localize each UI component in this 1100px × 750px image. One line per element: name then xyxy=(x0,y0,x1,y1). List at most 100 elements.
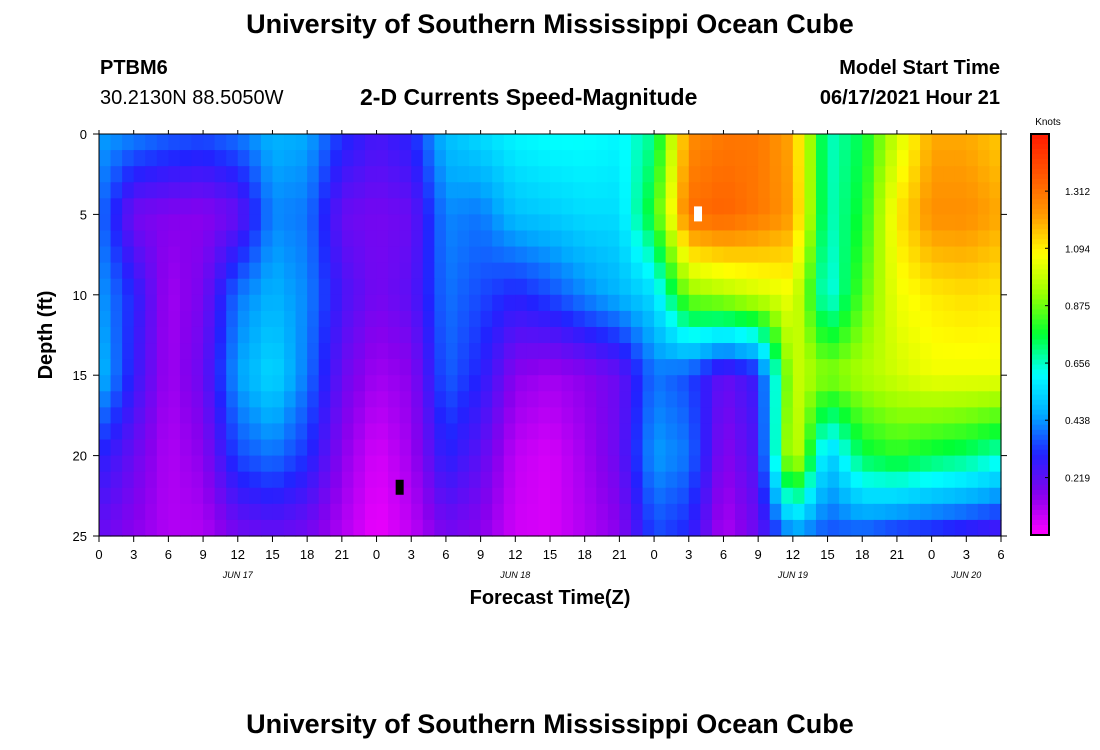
heatmap-cell xyxy=(295,246,308,264)
heatmap-cell xyxy=(295,134,308,151)
colorbar-swatch xyxy=(1031,229,1049,235)
heatmap-cell xyxy=(469,423,482,441)
heatmap-cell xyxy=(711,326,725,344)
heatmap-cell xyxy=(920,375,933,392)
heatmap-cell xyxy=(364,198,378,215)
heatmap-cell xyxy=(295,455,308,473)
heatmap-cell xyxy=(168,407,181,425)
heatmap-cell xyxy=(804,375,817,392)
heatmap-cell xyxy=(168,150,181,167)
heatmap-cell xyxy=(977,182,991,199)
heatmap-cell xyxy=(249,439,262,457)
heatmap-cell xyxy=(815,310,829,328)
heatmap-cell xyxy=(203,375,216,392)
heatmap-cell xyxy=(746,246,759,264)
heatmap-cell xyxy=(954,294,967,312)
heatmap-cell xyxy=(503,134,516,151)
heatmap-cell xyxy=(422,246,435,264)
heatmap-cell xyxy=(168,326,181,344)
heatmap-cell xyxy=(422,310,435,328)
heatmap-cell xyxy=(746,262,759,280)
heatmap-cell xyxy=(561,262,574,280)
heatmap-cell xyxy=(457,246,470,264)
heatmap-cell xyxy=(596,391,609,408)
heatmap-cell xyxy=(584,214,597,232)
heatmap-cell xyxy=(550,230,563,248)
heatmap-cell xyxy=(735,198,748,215)
heatmap-cell xyxy=(168,134,181,151)
heatmap-cell xyxy=(122,214,135,232)
heatmap-cell xyxy=(723,343,736,360)
heatmap-cell xyxy=(896,150,910,167)
heatmap-cell xyxy=(422,407,435,425)
heatmap-cell xyxy=(133,455,146,473)
heatmap-cell xyxy=(943,198,956,215)
heatmap-cell xyxy=(318,230,331,248)
heatmap-cell xyxy=(804,246,817,264)
heatmap-cell xyxy=(469,166,482,183)
heatmap-cell xyxy=(642,471,655,489)
heatmap-cell xyxy=(156,198,169,215)
heatmap-cell xyxy=(711,246,725,264)
heatmap-cell xyxy=(873,375,886,392)
heatmap-cell xyxy=(758,487,771,505)
heatmap-cell xyxy=(584,230,597,248)
heatmap-cell xyxy=(538,439,551,457)
heatmap-cell xyxy=(735,294,748,312)
heatmap-cell xyxy=(411,455,424,473)
heatmap-cell xyxy=(815,246,829,264)
heatmap-cell xyxy=(226,294,239,312)
heatmap-cell xyxy=(758,359,771,376)
heatmap-cell xyxy=(596,407,609,425)
heatmap-cell xyxy=(249,503,262,521)
heatmap-cell xyxy=(526,471,540,489)
heatmap-cell xyxy=(156,214,169,232)
heatmap-cell xyxy=(515,343,528,360)
heatmap-cell xyxy=(445,455,459,473)
heatmap-cell xyxy=(804,166,817,183)
heatmap-cell xyxy=(850,423,863,441)
heatmap-cell xyxy=(492,423,505,441)
heatmap-cell xyxy=(896,343,910,360)
x-tick-label: 0 xyxy=(650,547,657,562)
heatmap-cell xyxy=(110,359,123,376)
heatmap-cell xyxy=(688,375,701,392)
heatmap-cell xyxy=(654,182,667,199)
heatmap-cell xyxy=(538,198,551,215)
heatmap-cell xyxy=(353,503,366,521)
heatmap-cell xyxy=(156,294,169,312)
heatmap-cell xyxy=(341,214,355,232)
heatmap-cell xyxy=(804,214,817,232)
heatmap-cell xyxy=(272,391,285,408)
heatmap-cell xyxy=(388,423,401,441)
heatmap-cell xyxy=(353,294,366,312)
heatmap-cell xyxy=(295,343,308,360)
heatmap-cell xyxy=(411,246,424,264)
heatmap-cell xyxy=(318,262,331,280)
heatmap-cell xyxy=(515,310,528,328)
heatmap-cell xyxy=(179,423,193,441)
heatmap-cell xyxy=(550,182,563,199)
heatmap-cell xyxy=(145,198,158,215)
heatmap-cell xyxy=(318,198,331,215)
heatmap-cell xyxy=(260,294,274,312)
heatmap-cell xyxy=(688,166,701,183)
heatmap-cell xyxy=(827,343,840,360)
heatmap-cell xyxy=(943,246,956,264)
heatmap-cell xyxy=(827,294,840,312)
heatmap-cell xyxy=(318,326,331,344)
heatmap-cell xyxy=(237,230,250,248)
station-id: PTBM6 xyxy=(100,57,168,79)
colorbar-swatch xyxy=(1031,374,1049,381)
colorbar-swatch xyxy=(1031,359,1049,366)
heatmap-cell xyxy=(353,519,366,537)
heatmap-cell xyxy=(457,487,470,505)
heatmap-cell xyxy=(526,166,540,183)
heatmap-cell xyxy=(422,455,435,473)
heatmap-cell xyxy=(954,407,967,425)
heatmap-cell xyxy=(330,391,343,408)
heatmap-cell xyxy=(630,407,644,425)
heatmap-cell xyxy=(873,487,886,505)
colorbar-swatch xyxy=(1031,309,1049,316)
heatmap-cell xyxy=(642,423,655,441)
